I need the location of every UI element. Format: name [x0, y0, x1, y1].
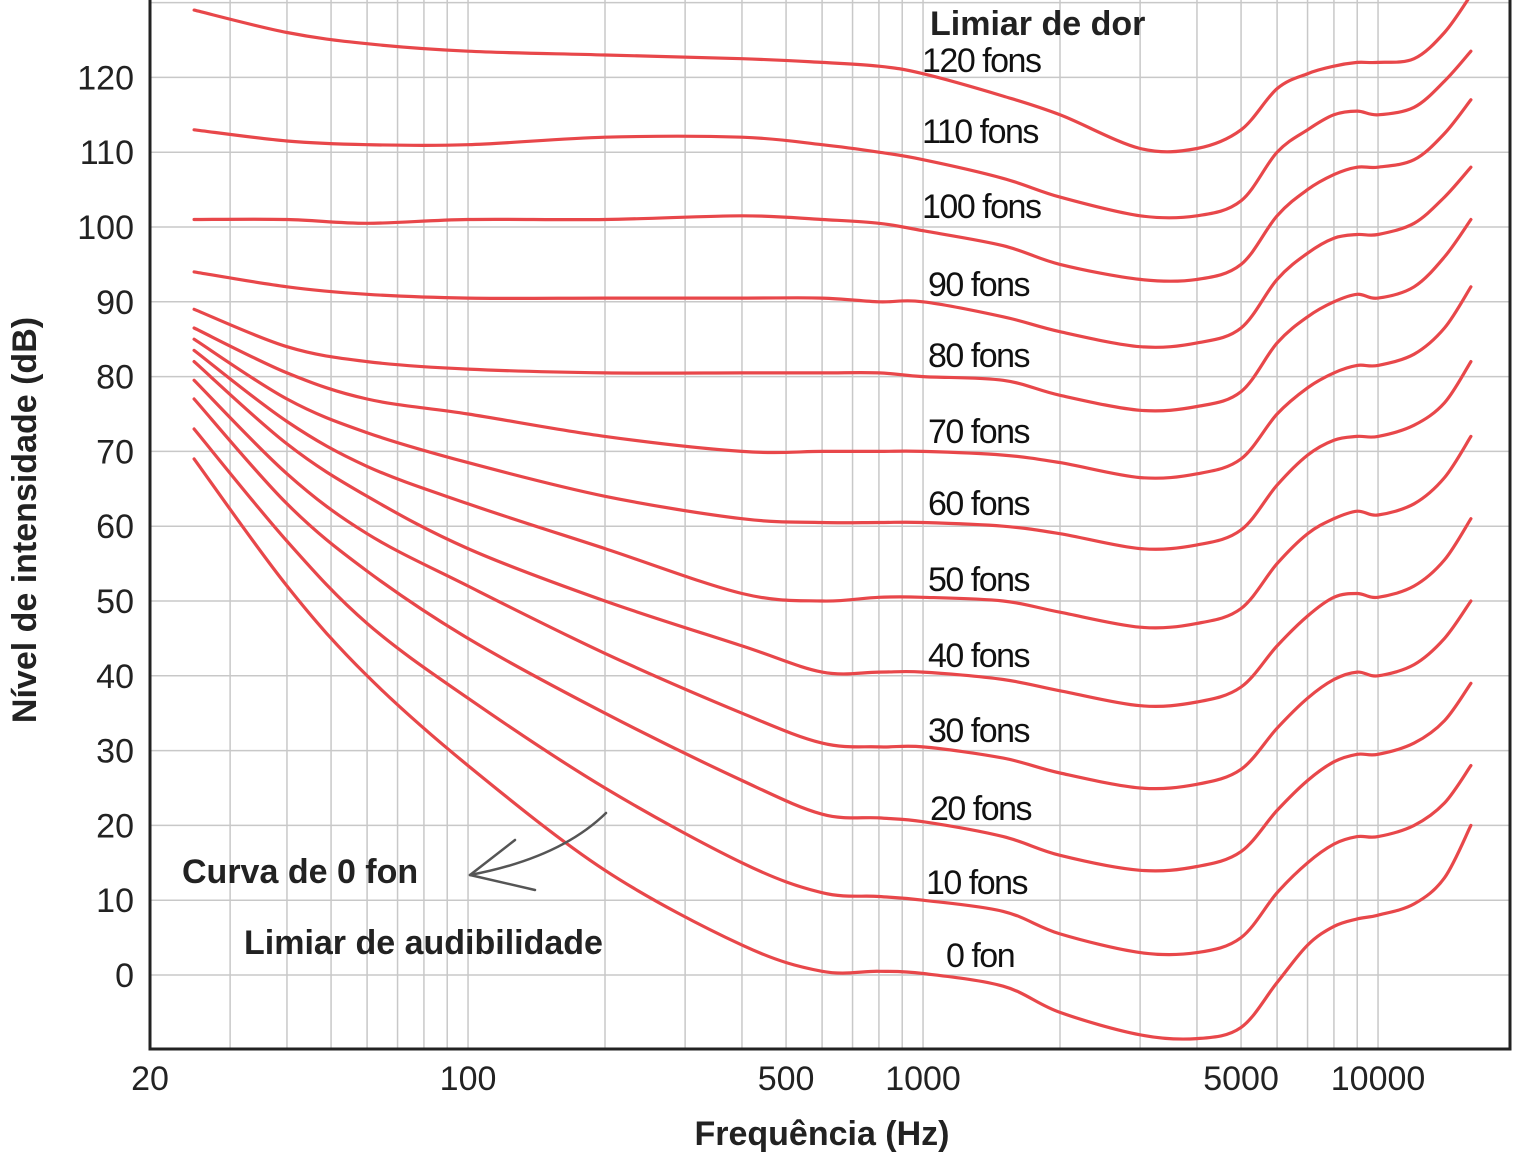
curve-label-70: 70 fons [928, 413, 1030, 451]
x-axis-title: Frequência (Hz) [694, 1115, 949, 1153]
y-tick-label: 30 [96, 733, 134, 771]
pain-threshold-label: Limiar de dor [930, 5, 1145, 43]
curve-60-fons [192, 337, 1473, 551]
curve-label-40: 40 fons [928, 637, 1030, 675]
y-tick-label: 80 [96, 359, 134, 397]
x-tick-label: 20 [131, 1060, 169, 1098]
curve-0-fon [192, 457, 1473, 1041]
curve-100-fons [192, 98, 1473, 283]
curve-label-90: 90 fons [928, 266, 1030, 304]
y-tick-label: 90 [96, 284, 134, 322]
y-tick-label: 100 [77, 209, 134, 247]
curve-20-fons [192, 397, 1473, 873]
curve-label-50: 50 fons [928, 561, 1030, 599]
y-tick-label: 60 [96, 508, 134, 546]
x-tick-label: 1000 [885, 1060, 961, 1098]
curve-80-fons [192, 217, 1473, 413]
y-tick-label: 10 [96, 882, 134, 920]
curve-120-fons [192, 0, 1470, 154]
y-tick-label: 0 [115, 957, 134, 995]
y-axis-title: Nível de intensidade (dB) [6, 317, 44, 723]
zero-phon-curve-annotation: Curva de 0 fon [182, 853, 418, 891]
x-tick-labels: 20 100 500 1000 5000 10000 [131, 1060, 1425, 1098]
y-tick-label: 70 [96, 433, 134, 471]
curve-70-fons [192, 285, 1473, 480]
x-tick-label: 500 [758, 1060, 815, 1098]
curve-label-110: 110 fons [922, 113, 1038, 151]
curve-110-fons [192, 49, 1473, 220]
curve-label-100: 100 fons [922, 188, 1041, 226]
curve-90-fons [192, 165, 1473, 349]
curve-label-30: 30 fons [928, 712, 1030, 750]
y-tick-label: 110 [80, 134, 134, 172]
y-tick-label: 20 [96, 807, 134, 845]
curves [192, 0, 1473, 1041]
curve-50-fons [192, 348, 1473, 630]
y-tick-labels: 0 10 20 30 40 50 60 70 80 90 100 110 120 [77, 59, 134, 995]
curve-label-10: 10 fons [926, 864, 1028, 902]
curve-label-80: 80 fons [928, 337, 1030, 375]
curve-30-fons [192, 378, 1473, 791]
annotation-arrow-icon [468, 811, 608, 892]
x-tick-label: 10000 [1331, 1060, 1426, 1098]
curve-label-120: 120 fons [922, 42, 1041, 80]
y-tick-label: 50 [96, 583, 134, 621]
curve-label-0: 0 fon [946, 937, 1014, 975]
y-tick-label: 40 [96, 658, 134, 696]
plot-frame [148, 0, 1512, 1051]
curve-label-20: 20 fons [930, 790, 1032, 828]
curve-10-fons [192, 427, 1473, 957]
curve-40-fons [192, 360, 1473, 708]
curve-label-60: 60 fons [928, 485, 1030, 523]
hearing-threshold-annotation: Limiar de audibilidade [244, 924, 603, 962]
x-tick-label: 100 [440, 1060, 497, 1098]
x-tick-label: 5000 [1203, 1060, 1279, 1098]
y-tick-label: 120 [77, 59, 134, 97]
